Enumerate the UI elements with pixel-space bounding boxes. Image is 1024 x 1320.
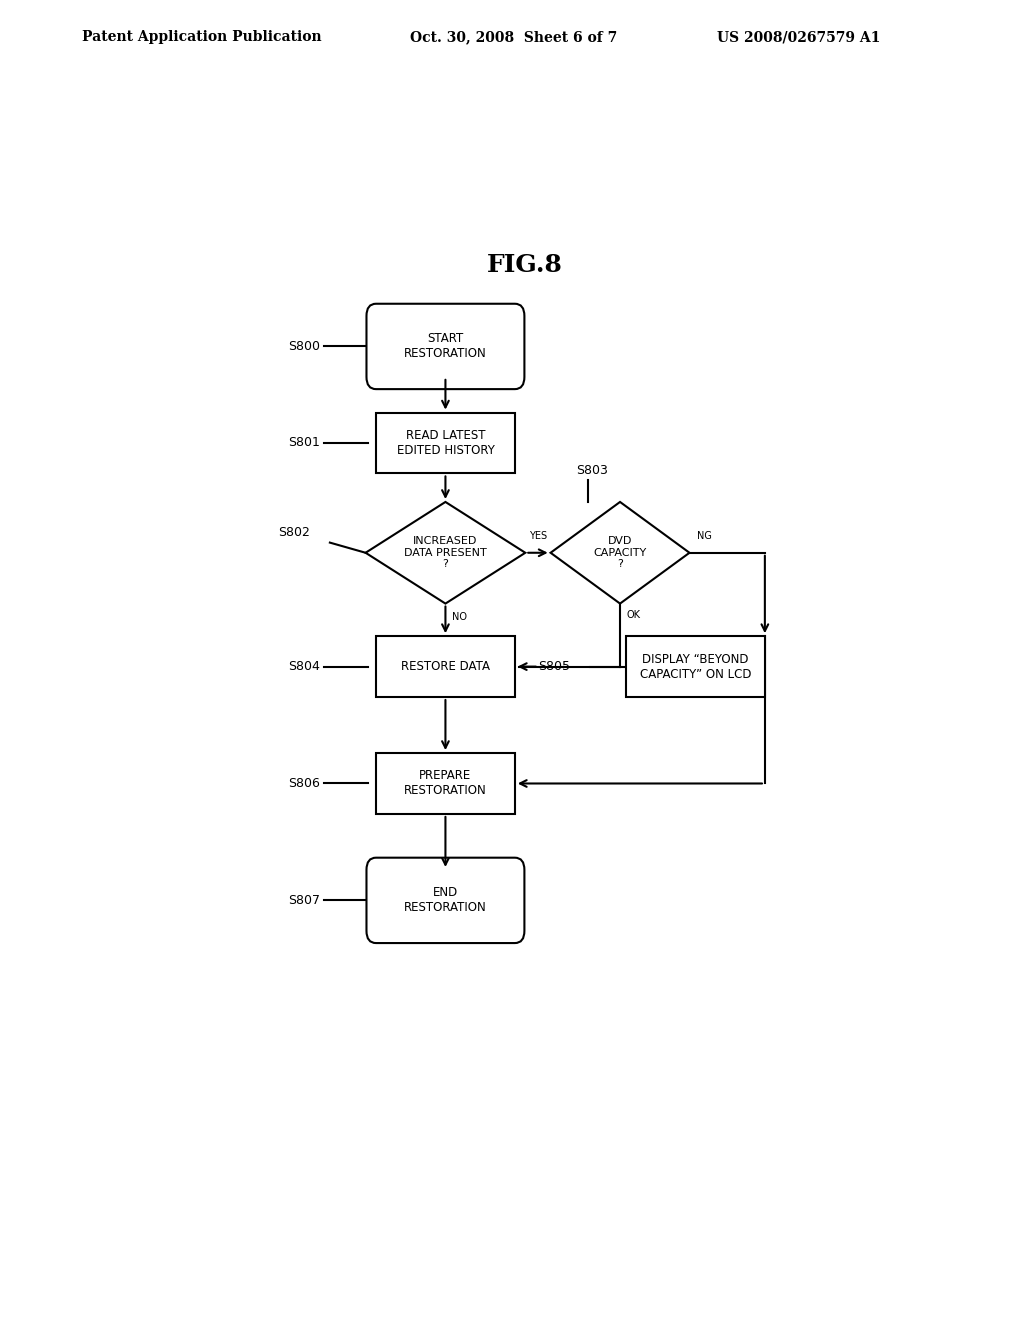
Text: OK: OK bbox=[627, 610, 640, 619]
Text: S803: S803 bbox=[577, 463, 608, 477]
Bar bbox=[376, 752, 515, 814]
Polygon shape bbox=[551, 502, 689, 603]
Text: PREPARE
RESTORATION: PREPARE RESTORATION bbox=[404, 770, 486, 797]
Text: Oct. 30, 2008  Sheet 6 of 7: Oct. 30, 2008 Sheet 6 of 7 bbox=[410, 30, 616, 45]
Text: END
RESTORATION: END RESTORATION bbox=[404, 886, 486, 915]
Text: READ LATEST
EDITED HISTORY: READ LATEST EDITED HISTORY bbox=[396, 429, 495, 457]
Text: DISPLAY “BEYOND
CAPACITY” ON LCD: DISPLAY “BEYOND CAPACITY” ON LCD bbox=[640, 652, 752, 681]
Text: FIG.8: FIG.8 bbox=[486, 253, 563, 277]
Text: S806: S806 bbox=[289, 777, 321, 789]
Text: S802: S802 bbox=[279, 525, 310, 539]
Text: RESTORE DATA: RESTORE DATA bbox=[401, 660, 489, 673]
FancyBboxPatch shape bbox=[367, 858, 524, 942]
Text: NO: NO bbox=[452, 611, 467, 622]
Text: INCREASED
DATA PRESENT
?: INCREASED DATA PRESENT ? bbox=[404, 536, 486, 569]
Bar bbox=[376, 413, 515, 474]
Text: S804: S804 bbox=[289, 660, 321, 673]
Text: S805: S805 bbox=[539, 660, 570, 673]
Text: S800: S800 bbox=[289, 341, 321, 352]
Bar bbox=[626, 636, 765, 697]
Text: NG: NG bbox=[697, 531, 713, 541]
FancyBboxPatch shape bbox=[367, 304, 524, 389]
Polygon shape bbox=[366, 502, 525, 603]
Text: START
RESTORATION: START RESTORATION bbox=[404, 333, 486, 360]
Bar bbox=[376, 636, 515, 697]
Text: S807: S807 bbox=[289, 894, 321, 907]
Text: US 2008/0267579 A1: US 2008/0267579 A1 bbox=[717, 30, 881, 45]
Text: YES: YES bbox=[528, 531, 547, 541]
Text: Patent Application Publication: Patent Application Publication bbox=[82, 30, 322, 45]
Text: DVD
CAPACITY
?: DVD CAPACITY ? bbox=[593, 536, 647, 569]
Text: S801: S801 bbox=[289, 437, 321, 450]
